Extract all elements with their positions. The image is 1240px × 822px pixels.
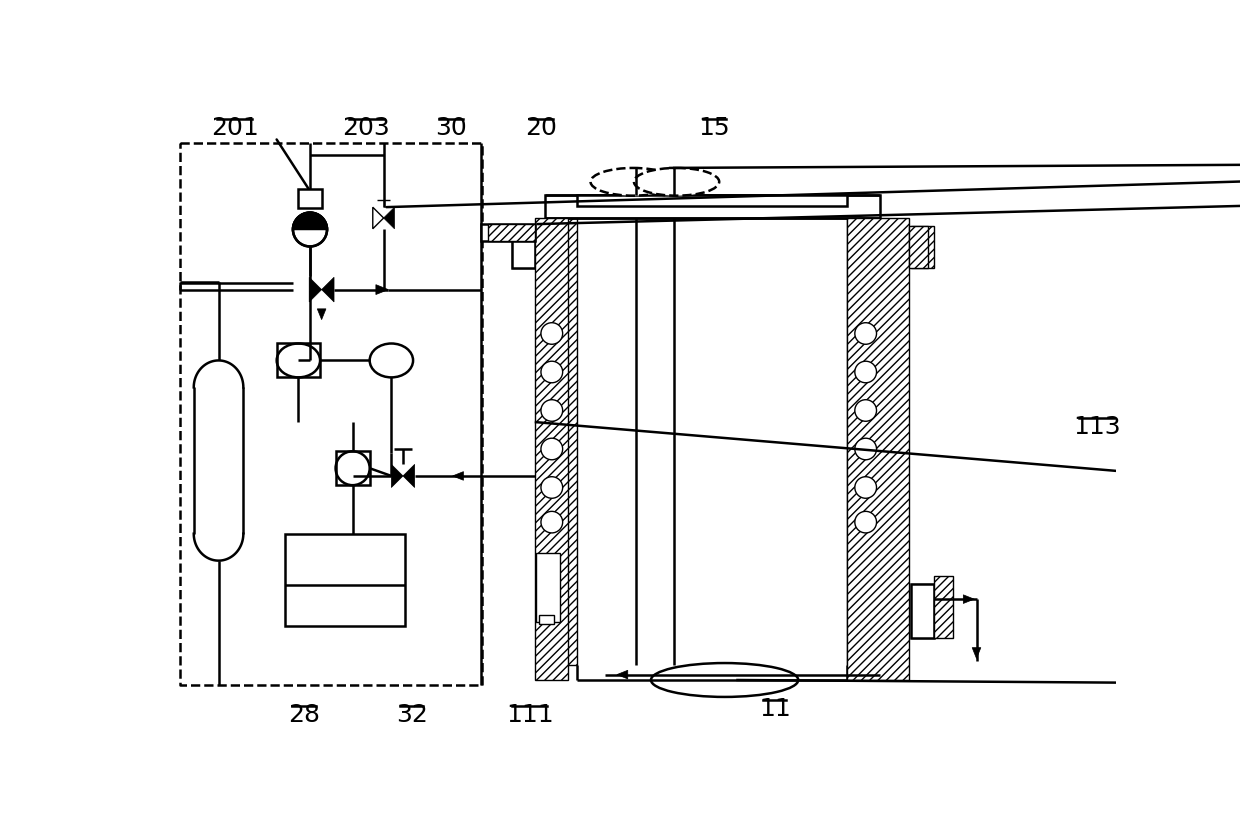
Text: 203: 203: [342, 117, 391, 141]
Ellipse shape: [854, 323, 877, 344]
Bar: [847, 218, 909, 680]
Ellipse shape: [541, 477, 563, 498]
Bar: [578, 195, 847, 206]
Bar: [910, 584, 934, 638]
Text: 30: 30: [435, 117, 467, 141]
Polygon shape: [972, 648, 981, 658]
Ellipse shape: [854, 399, 877, 421]
Text: 15: 15: [698, 117, 730, 141]
Polygon shape: [373, 207, 383, 229]
Ellipse shape: [370, 344, 413, 377]
Bar: [909, 226, 929, 268]
Bar: [511, 226, 534, 268]
Bar: [544, 195, 879, 218]
Text: 11: 11: [759, 697, 791, 721]
Bar: [847, 218, 879, 665]
Polygon shape: [403, 464, 414, 487]
Polygon shape: [963, 595, 975, 603]
Bar: [910, 226, 934, 268]
Bar: [489, 224, 534, 241]
Ellipse shape: [541, 323, 563, 344]
Polygon shape: [317, 309, 326, 320]
Text: 20: 20: [526, 117, 557, 141]
Ellipse shape: [854, 511, 877, 533]
Bar: [910, 584, 934, 638]
Ellipse shape: [541, 511, 563, 533]
Ellipse shape: [541, 361, 563, 383]
Bar: [538, 615, 554, 624]
Bar: [298, 190, 322, 208]
Text: 32: 32: [396, 703, 428, 727]
Polygon shape: [309, 277, 321, 302]
Ellipse shape: [854, 361, 877, 383]
Bar: [277, 344, 320, 377]
Ellipse shape: [541, 438, 563, 459]
Text: 111: 111: [506, 703, 553, 727]
Ellipse shape: [651, 663, 799, 697]
Text: 28: 28: [288, 703, 320, 727]
Bar: [536, 553, 559, 622]
Ellipse shape: [634, 168, 719, 196]
Ellipse shape: [336, 451, 370, 485]
Ellipse shape: [277, 344, 320, 377]
Ellipse shape: [293, 213, 327, 247]
Polygon shape: [392, 464, 403, 487]
Bar: [285, 533, 405, 626]
Ellipse shape: [541, 399, 563, 421]
Bar: [511, 226, 534, 268]
Bar: [481, 224, 534, 241]
Ellipse shape: [854, 438, 877, 459]
Ellipse shape: [590, 168, 676, 196]
Text: 201: 201: [211, 117, 259, 141]
Bar: [534, 218, 568, 680]
Polygon shape: [618, 670, 627, 679]
Bar: [544, 218, 578, 665]
Bar: [180, 143, 482, 686]
Polygon shape: [293, 213, 327, 229]
Polygon shape: [376, 284, 388, 294]
Ellipse shape: [854, 477, 877, 498]
Polygon shape: [321, 277, 334, 302]
Text: 113: 113: [1073, 415, 1121, 439]
Bar: [336, 451, 370, 485]
Polygon shape: [453, 472, 464, 480]
Polygon shape: [383, 207, 394, 229]
Bar: [934, 576, 954, 638]
